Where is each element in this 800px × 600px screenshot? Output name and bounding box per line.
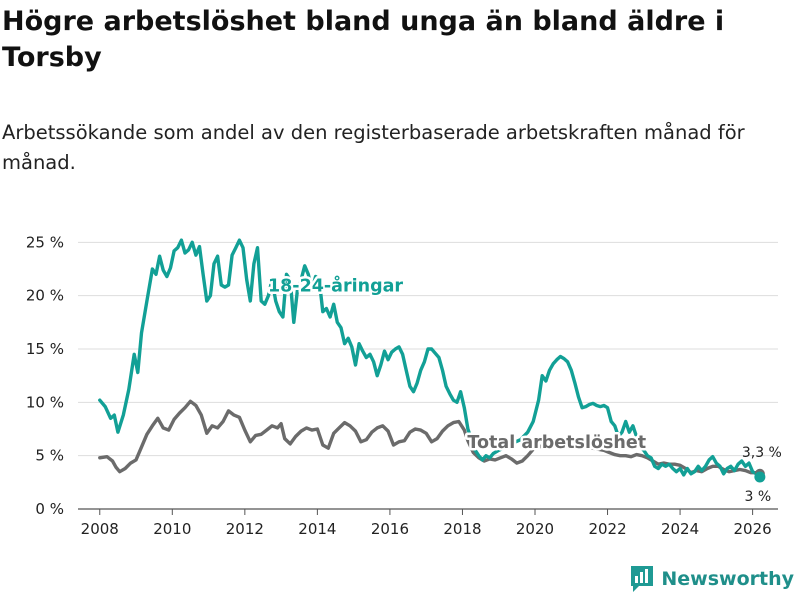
x-tick-label: 2024 (661, 520, 699, 538)
end-label-youth: 3 % (745, 489, 772, 505)
page-title: Högre arbetslöshet bland unga än bland ä… (2, 6, 725, 73)
end-label-total: 3,3 % (742, 445, 782, 461)
brand-logo: Newsworthy (629, 564, 794, 594)
y-tick-label: 20 % (26, 287, 64, 305)
y-tick-label: 5 % (35, 447, 64, 465)
x-tick-label: 2026 (734, 520, 772, 538)
end-point-youth (754, 471, 766, 483)
y-tick-label: 10 % (26, 393, 64, 411)
x-tick-label: 2012 (226, 520, 264, 538)
x-tick-label: 2014 (298, 520, 336, 538)
x-tick-label: 2008 (81, 520, 119, 538)
x-axis: 2008 2010 2012 2014 2016 2018 2020 2022 2024 2026 (81, 509, 772, 538)
x-tick-label: 2020 (516, 520, 554, 538)
series-layer (98, 238, 766, 483)
page-subtitle: Arbetssökande som andel av den registerb… (2, 121, 745, 174)
x-tick-label: 2022 (588, 520, 626, 538)
x-tick-label: 2016 (371, 520, 409, 538)
series-line-youth (98, 238, 762, 479)
y-tick-label: 0 % (35, 500, 64, 518)
y-tick-label: 15 % (26, 340, 64, 358)
labels-layer: 3,3 % 3 % 18-24-åringar Total arbetslöshet (265, 272, 782, 505)
y-axis: 0 % 5 % 10 % 15 % 20 % 25 % (26, 233, 64, 518)
series-label-youth: 18-24-åringar (268, 274, 403, 296)
x-tick-label: 2010 (153, 520, 191, 538)
brand-name: Newsworthy (661, 568, 794, 590)
y-tick-label: 25 % (26, 233, 64, 251)
x-tick-label: 2018 (443, 520, 481, 538)
bar-chart-logo-icon (631, 566, 654, 592)
series-label-total: Total arbetslöshet (467, 433, 646, 453)
